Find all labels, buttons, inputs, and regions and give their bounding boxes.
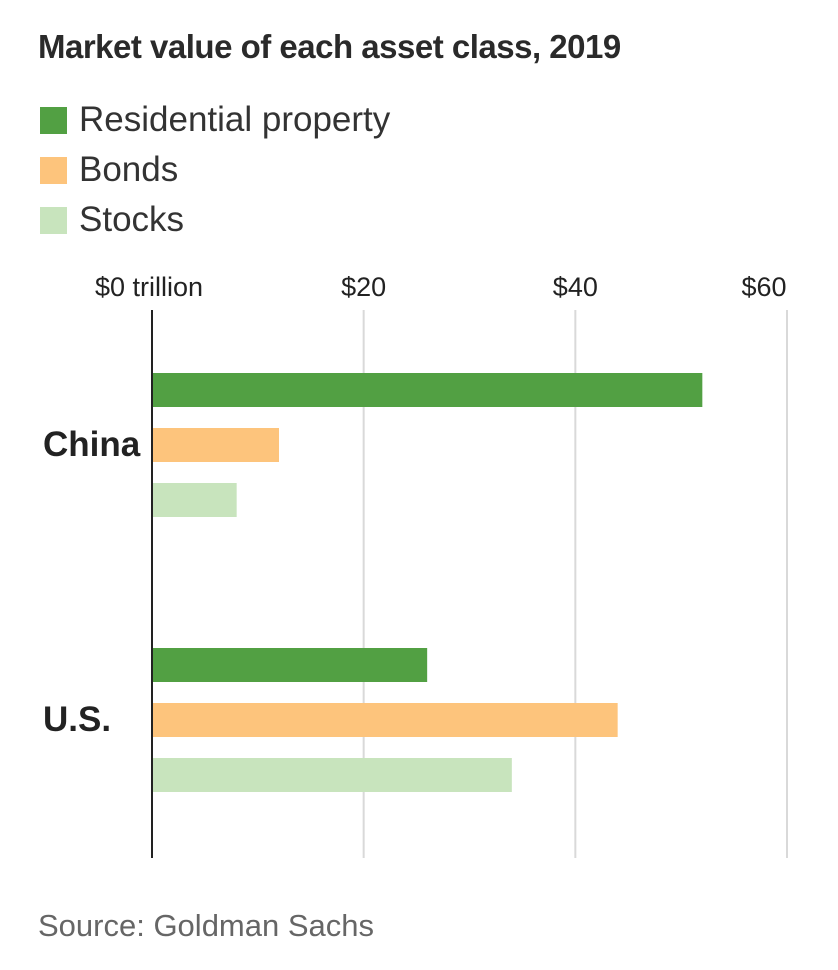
bar-us-bonds xyxy=(152,703,618,737)
bar-us-stocks xyxy=(152,758,512,792)
legend-swatch-bonds xyxy=(40,156,67,184)
legend-item-stocks: Stocks xyxy=(40,195,390,245)
x-tick-label: $60 xyxy=(741,272,786,302)
bar-china-bonds xyxy=(152,428,279,462)
category-label: U.S. xyxy=(43,700,111,739)
x-tick-label: $20 xyxy=(341,272,386,302)
legend-item-bonds: Bonds xyxy=(40,145,390,195)
bar-china-stocks xyxy=(152,483,237,517)
legend: Residential property Bonds Stocks xyxy=(40,95,390,245)
legend-swatch-stocks xyxy=(40,206,67,234)
x-tick-label: $40 xyxy=(553,272,598,302)
chart-title: Market value of each asset class, 2019 xyxy=(38,28,621,65)
legend-label-bonds: Bonds xyxy=(79,150,179,189)
source-note: Source: Goldman Sachs xyxy=(38,908,375,943)
bar-chart: $0 trillion $20 $40 $60 China U.S. xyxy=(43,272,788,858)
category-label: China xyxy=(43,425,141,464)
bar-us-residential xyxy=(152,648,428,682)
legend-swatch-residential xyxy=(40,106,67,134)
legend-label-residential: Residential property xyxy=(79,100,391,139)
x-tick-label: $0 trillion xyxy=(95,272,203,302)
bar-china-residential xyxy=(152,373,703,407)
legend-label-stocks: Stocks xyxy=(79,200,185,239)
legend-item-residential: Residential property xyxy=(40,95,390,145)
